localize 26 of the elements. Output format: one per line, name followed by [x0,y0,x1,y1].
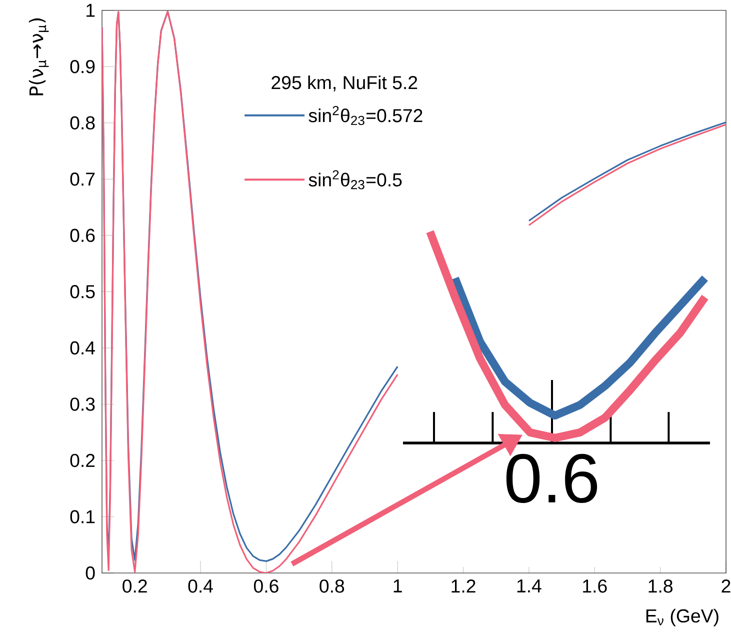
x-tick-label: 0.2 [122,579,147,593]
x-tick-label: 1.4 [517,579,542,592]
y-tick-label: 0.3 [70,398,95,411]
annotation: 295 km, NuFit 5.2 [272,76,418,92]
y-axis-title: P(ν$_{μ}$→ν$_{μ}$) [28,18,49,96]
y-tick-label: 1 [86,4,95,17]
legend-label: sin$^{2}$θ$_{23}$=0.572 [308,106,422,126]
x-tick-label: 0.6 [254,579,278,593]
legend-label: sin$^{2}$θ$_{23}$=0.5 [308,170,402,190]
x-tick-label: 1.2 [452,579,476,593]
y-tick-label: 0.4 [70,341,95,355]
y-tick-label: 0.1 [70,510,95,524]
y-tick-label: 0 [86,566,95,580]
y-tick-label: 0.5 [70,285,95,298]
x-tick-label: 1.8 [648,579,672,593]
x-axis-title: E$_{ν}$ (GeV) [646,608,718,626]
y-tick-label: 0.6 [70,228,95,242]
x-tick-label: 2 [722,579,730,593]
x-tick-label: 0.8 [320,579,344,593]
y-tick-label: 0.2 [70,454,95,468]
x-tick-label: 1.6 [583,579,607,593]
x-tick-label: 0.4 [188,579,213,593]
y-tick-label: 0.9 [70,60,95,74]
y-tick-label: 0.8 [70,116,95,130]
x-tick-label: 1 [394,579,402,592]
y-tick-label: 0.7 [70,172,95,186]
